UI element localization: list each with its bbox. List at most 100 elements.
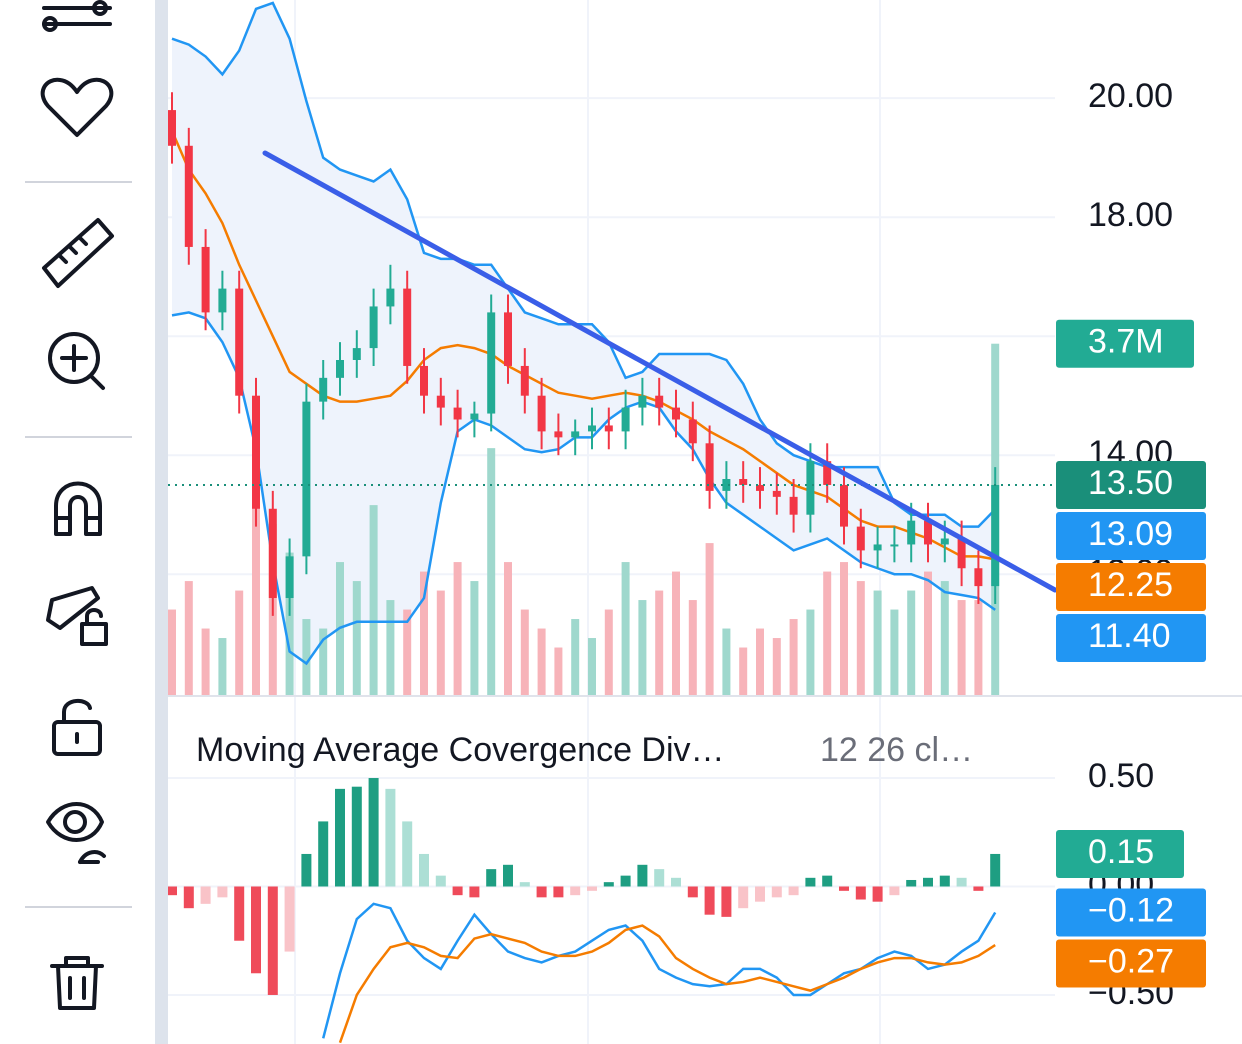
volume-bar	[554, 647, 563, 695]
indicator-line	[171, 1, 997, 528]
candle-body	[487, 312, 496, 414]
volume-bar	[453, 562, 462, 695]
volume-bar	[184, 581, 193, 695]
volume-bar	[252, 505, 260, 695]
volume-bar	[201, 628, 210, 695]
price-label-box	[1056, 888, 1206, 937]
candle-body	[369, 306, 378, 349]
histogram-bar	[872, 886, 883, 902]
volume-bar	[319, 628, 328, 695]
histogram-bar	[738, 886, 749, 909]
candle-body	[218, 288, 227, 313]
candle-body	[621, 407, 630, 432]
histogram-bar	[721, 886, 732, 917]
histogram-bar	[217, 886, 228, 898]
volume-bar	[487, 448, 496, 695]
volume-bar	[772, 638, 781, 695]
histogram-bar	[301, 853, 312, 887]
candle-body	[756, 484, 764, 491]
price-label: 13.09	[1088, 515, 1173, 553]
trend-line-drawing[interactable]	[262, 150, 1058, 593]
histogram-bar	[839, 886, 849, 891]
candle-body	[504, 312, 512, 366]
volume-bar	[352, 581, 361, 695]
price-label: 3.7M	[1088, 323, 1164, 361]
volume-bar	[856, 581, 865, 695]
volume-bar	[285, 552, 294, 695]
histogram-bar	[503, 864, 513, 887]
histogram-bar	[570, 886, 581, 896]
candle-body	[588, 425, 596, 432]
volume-bar	[369, 505, 378, 695]
magnet-icon[interactable]	[54, 481, 102, 536]
candle-body	[991, 484, 1000, 587]
volume-bar	[722, 628, 731, 695]
candle-body	[352, 348, 361, 360]
volume-bar	[873, 590, 882, 695]
histogram-bar	[637, 864, 648, 887]
indicator-line	[170, 130, 996, 561]
toolbar	[25, 0, 168, 1044]
histogram-bar	[906, 879, 917, 887]
volume-bar	[235, 590, 244, 695]
histogram-bar	[822, 875, 833, 887]
histogram-bar	[654, 869, 665, 887]
macd-line	[338, 924, 996, 1044]
candle-body	[336, 359, 344, 378]
price-label: 11.40	[1088, 617, 1171, 655]
favorite-icon[interactable]	[40, 77, 114, 137]
histogram-bar	[536, 886, 547, 898]
candle-body	[319, 377, 328, 402]
settings-icon[interactable]	[42, 0, 112, 32]
histogram-bar	[486, 869, 497, 887]
macd-pane	[168, 778, 1001, 1044]
candle-body	[772, 490, 781, 497]
measure-icon[interactable]	[42, 218, 114, 288]
y-tick-label: 18.00	[1088, 196, 1173, 234]
visibility-icon[interactable]	[46, 802, 106, 864]
candle-body	[739, 479, 748, 485]
histogram-bar	[234, 886, 245, 941]
histogram-bar	[385, 788, 396, 887]
delete-icon[interactable]	[50, 956, 104, 1010]
price-label: 13.50	[1088, 464, 1173, 502]
volume-bar	[470, 581, 479, 695]
histogram-bar	[351, 786, 362, 887]
volume-bar	[571, 619, 580, 695]
volume-bar	[638, 600, 647, 695]
candle-body	[201, 246, 210, 313]
volume-bar	[924, 571, 932, 695]
candle-body	[453, 407, 462, 420]
histogram-bar	[990, 853, 1001, 887]
histogram-bar	[939, 875, 950, 887]
toolbar-edge	[155, 0, 168, 1044]
candle-body	[840, 484, 848, 527]
histogram-bar	[267, 886, 278, 995]
price-label-box	[1056, 939, 1206, 988]
volume-bar	[940, 581, 949, 695]
volume-bar	[957, 600, 966, 695]
candle-body	[436, 395, 445, 408]
histogram-bar	[620, 875, 631, 887]
candle-body	[235, 288, 244, 396]
candle-body	[856, 526, 865, 551]
histogram-bar	[923, 877, 933, 887]
volume-bar	[806, 609, 815, 695]
candle-body	[672, 407, 680, 420]
volume-bar	[672, 571, 680, 695]
price-label-box	[1056, 829, 1184, 878]
candle-body	[520, 365, 529, 396]
lock-icon[interactable]	[52, 699, 102, 756]
histogram-bar	[251, 886, 261, 974]
candle-body	[924, 520, 932, 545]
candle-body	[302, 401, 311, 557]
histogram-bar	[183, 886, 194, 909]
volume-bar	[655, 590, 664, 695]
histogram-bar	[435, 875, 446, 887]
volume-bar	[604, 609, 613, 695]
candle-body	[571, 431, 580, 438]
volume-bar	[436, 590, 445, 695]
zoom-icon[interactable]	[48, 332, 105, 390]
draw-lock-icon[interactable]	[46, 586, 108, 646]
price-label: 12.25	[1088, 566, 1173, 604]
